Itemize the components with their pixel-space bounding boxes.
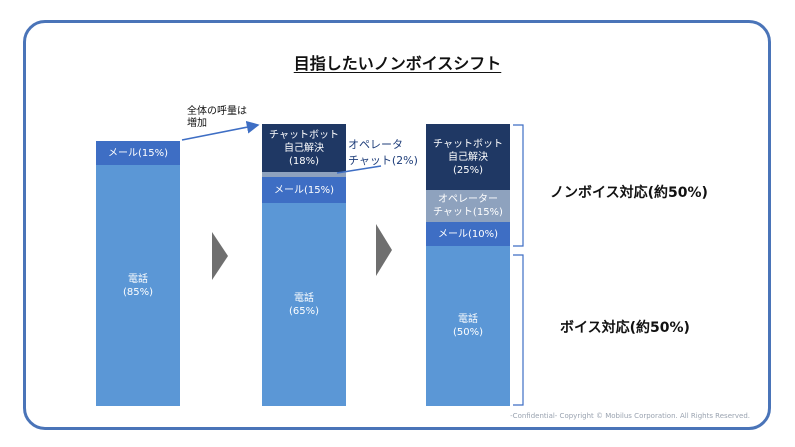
copyright-footer: -Confidential- Copyright © Mobilus Corpo… xyxy=(510,412,750,420)
chevron-right-icon xyxy=(212,232,228,280)
nonvoice-bracket xyxy=(513,124,524,247)
operator-callout-line xyxy=(336,165,382,174)
bar3-mail-segment: メール(10%) xyxy=(426,222,510,246)
operator-chat-callout: オペレータ チャット(2%) xyxy=(348,138,418,167)
bar1-mail-segment: メール(15%) xyxy=(96,141,180,165)
total-increase-note: 全体の呼量は 増加 xyxy=(187,106,247,129)
bar3-chatbot-segment: チャットボット 自己解決 (25%) xyxy=(426,124,510,190)
slide-title: 目指したいノンボイスシフト xyxy=(293,54,502,73)
nonvoice-group-label: ノンボイス対応(約50%) xyxy=(550,185,708,201)
bar2-chatbot-segment: チャットボット 自己解決 (18%) xyxy=(262,124,346,172)
voice-group-label: ボイス対応(約50%) xyxy=(560,320,690,336)
bar2-operator-segment xyxy=(262,172,346,177)
chevron-right-icon xyxy=(376,224,392,276)
bar1-phone-segment: 電話 (85%) xyxy=(96,165,180,406)
bar2-phone-segment: 電話 (65%) xyxy=(262,203,346,406)
bar3-phone-segment: 電話 (50%) xyxy=(426,246,510,406)
bar2-mail-segment: メール(15%) xyxy=(262,177,346,203)
bar3-operator-segment: オペレーター チャット(15%) xyxy=(426,190,510,222)
increase-arrow xyxy=(181,120,260,141)
voice-bracket xyxy=(513,254,524,406)
slide-frame xyxy=(23,20,771,430)
